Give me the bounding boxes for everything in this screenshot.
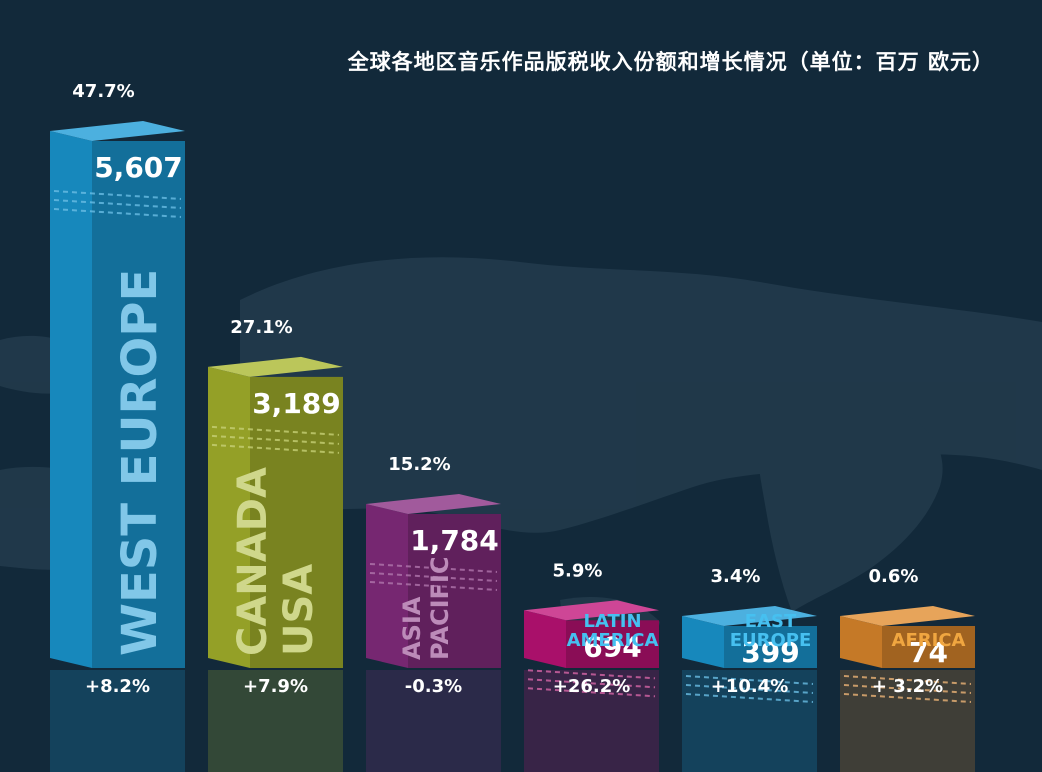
bar-dash-line — [527, 678, 656, 689]
bar-reflection — [50, 670, 185, 772]
category-label: ASIA — [398, 596, 426, 660]
bar-group-2: 3,189 27.1% +7.9% CANADA USA — [208, 317, 343, 772]
share-label: 0.6% — [869, 566, 919, 587]
bar-side-face — [50, 131, 92, 668]
bar-dash-line — [369, 580, 498, 591]
category-label: PACIFIC — [426, 557, 454, 660]
bar-top-face — [50, 121, 185, 141]
share-label: 27.1% — [230, 317, 292, 338]
value-label: 399 — [741, 636, 799, 669]
bar — [566, 620, 659, 668]
category-label: EAST — [745, 611, 797, 632]
bar-side-face — [682, 616, 724, 668]
bar-dash-line — [211, 425, 340, 436]
bar-dash-line — [843, 684, 972, 694]
category-label: EUROPE — [730, 630, 812, 651]
bar-top-face — [208, 356, 343, 377]
bar-side-face — [208, 366, 250, 668]
value-label: 5,607 — [94, 151, 183, 184]
bar-side-face — [524, 610, 566, 668]
value-label: 694 — [583, 630, 641, 663]
growth-label: +7.9% — [243, 676, 308, 697]
value-label: 74 — [909, 636, 948, 669]
bar-dash-line — [53, 190, 182, 200]
bar-reflection — [208, 670, 343, 772]
bar-dash-line — [527, 669, 656, 680]
bar — [882, 626, 975, 668]
bar-dash-line — [685, 693, 814, 703]
growth-label: +10.4% — [711, 676, 789, 697]
bar-dash-line — [369, 571, 498, 582]
bar — [724, 626, 817, 668]
growth-label: + 3.2% — [872, 676, 943, 697]
bar-group-1: 5,607 47.7% +8.2% WEST EUROPE — [50, 81, 185, 772]
bar-top-face — [366, 493, 501, 514]
bars-layer: 5,607 47.7% +8.2% WEST EUROPE 3,189 27.1% +7.9… — [50, 81, 975, 772]
growth-label: +26.2% — [553, 676, 631, 697]
category-label: AMERICA — [567, 630, 659, 651]
category-label: CANADA — [230, 467, 276, 656]
bar-dash-line — [53, 199, 182, 209]
bar — [92, 141, 185, 668]
bar-dash-line — [685, 675, 814, 685]
chart-title: 全球各地区音乐作品版税收入份额和增长情况（单位：百万 欧元） — [347, 50, 994, 74]
bar-side-face — [366, 503, 408, 668]
bar — [408, 513, 501, 668]
bar — [250, 376, 343, 668]
category-label: AFRICA — [892, 630, 966, 651]
bar-dash-line — [53, 208, 182, 218]
category-label: LATIN — [583, 611, 641, 632]
bar-dash-line — [211, 434, 340, 445]
bar-dash-line — [685, 684, 814, 694]
bar-group-3: 1,784 15.2% -0.3% ASIA PACIFIC — [366, 454, 501, 772]
value-label: 1,784 — [410, 524, 499, 557]
bar-dash-line — [369, 562, 498, 573]
bar-reflection — [366, 670, 501, 772]
bar-side-face — [840, 616, 882, 668]
share-label: 5.9% — [553, 560, 603, 581]
share-label: 47.7% — [72, 81, 134, 102]
bar-top-face — [840, 606, 975, 626]
bar-dash-line — [527, 687, 656, 698]
category-label: WEST EUROPE — [112, 269, 168, 656]
share-label: 15.2% — [388, 454, 450, 475]
category-label: USA — [276, 564, 322, 656]
growth-label: +8.2% — [85, 676, 150, 697]
growth-label: -0.3% — [405, 676, 462, 697]
value-label: 3,189 — [252, 387, 341, 420]
bar-top-face — [524, 600, 659, 621]
bar-group-6: 74 0.6% + 3.2% AFRICA — [840, 566, 975, 772]
share-label: 3.4% — [711, 566, 761, 587]
bar-dash-line — [843, 675, 972, 685]
bar-top-face — [682, 606, 817, 626]
bar-dash-line — [843, 693, 972, 703]
bar-dash-line — [211, 443, 340, 454]
